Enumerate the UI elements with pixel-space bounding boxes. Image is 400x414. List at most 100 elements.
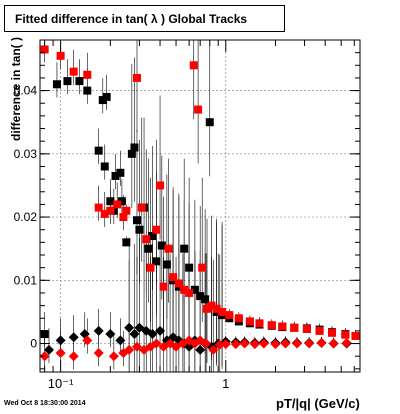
data-point xyxy=(351,331,360,340)
data-point xyxy=(169,273,178,282)
data-point xyxy=(245,317,254,326)
data-point xyxy=(159,282,168,291)
data-point xyxy=(106,206,115,215)
data-point xyxy=(185,288,194,297)
data-point xyxy=(148,232,157,241)
y-axis-label: difference in tan( ) xyxy=(9,37,23,142)
data-point xyxy=(124,344,135,355)
y-tick-label: 0.02 xyxy=(14,210,38,224)
data-point xyxy=(280,338,291,349)
y-tick-label: 0 xyxy=(30,337,37,351)
data-point xyxy=(68,351,79,362)
data-point xyxy=(341,330,350,339)
data-point xyxy=(328,338,339,349)
data-point xyxy=(129,329,140,340)
data-point xyxy=(212,304,221,313)
data-point xyxy=(132,73,141,82)
data-point xyxy=(185,263,194,272)
data-point xyxy=(207,301,216,310)
data-point xyxy=(115,335,126,346)
data-point xyxy=(304,338,315,349)
data-point xyxy=(255,319,264,328)
data-point xyxy=(214,339,225,350)
data-point xyxy=(75,77,84,86)
data-point xyxy=(83,70,92,79)
data-point xyxy=(328,328,337,337)
data-points xyxy=(39,45,360,362)
data-point xyxy=(130,143,139,152)
data-point xyxy=(132,216,141,225)
data-point xyxy=(100,209,109,218)
data-point xyxy=(230,339,241,350)
data-point xyxy=(291,338,302,349)
data-point xyxy=(198,263,207,272)
data-point xyxy=(155,325,166,336)
data-point xyxy=(205,118,214,127)
data-point xyxy=(40,45,49,54)
data-point xyxy=(117,197,126,206)
data-point xyxy=(203,304,212,313)
timestamp: Wed Oct 8 18:30:00 2014 xyxy=(4,400,86,407)
x-axis-label: pT/|q| (GeV/c) xyxy=(276,396,360,411)
y-tick-label: 0.03 xyxy=(14,147,38,161)
data-point xyxy=(93,348,104,359)
x-tick-label: 10⁻¹ xyxy=(48,376,74,391)
data-point xyxy=(56,51,65,60)
data-point xyxy=(194,105,203,114)
data-point xyxy=(124,322,135,333)
data-point xyxy=(146,263,155,272)
data-point xyxy=(315,326,324,335)
data-point xyxy=(156,181,165,190)
data-point xyxy=(195,344,206,355)
data-point xyxy=(157,241,166,250)
data-point xyxy=(164,244,173,253)
data-point xyxy=(180,244,189,253)
data-point xyxy=(189,61,198,70)
y-tick-label: 0.01 xyxy=(14,273,38,287)
data-point xyxy=(258,338,269,349)
y-tick-label: 0.04 xyxy=(14,84,38,98)
data-point xyxy=(196,292,205,301)
data-point xyxy=(249,339,260,350)
data-point xyxy=(94,146,103,155)
title-box: Fitted difference in tan( λ ) Global Tra… xyxy=(4,5,285,32)
data-point xyxy=(68,332,79,343)
data-point xyxy=(119,213,128,222)
data-point xyxy=(267,321,276,330)
data-point xyxy=(82,335,93,346)
data-point xyxy=(69,67,78,76)
data-point xyxy=(142,235,151,244)
data-point xyxy=(40,330,49,339)
data-point xyxy=(111,171,120,180)
axis-ticks: 10⁻¹ 1 0 0.01 0.02 0.03 0.04 xyxy=(14,40,360,391)
data-point xyxy=(106,197,115,206)
data-point xyxy=(239,338,250,349)
data-point xyxy=(122,206,131,215)
data-point xyxy=(201,338,212,349)
data-point xyxy=(113,200,122,209)
data-point xyxy=(225,311,234,320)
data-point xyxy=(152,257,161,266)
data-point xyxy=(218,307,227,316)
data-point xyxy=(52,80,61,89)
data-point xyxy=(162,260,171,269)
chart-title: Fitted difference in tan( λ ) Global Tra… xyxy=(15,12,248,26)
data-point xyxy=(201,295,210,304)
data-point xyxy=(270,339,281,350)
data-point xyxy=(93,325,104,336)
data-point xyxy=(43,344,54,355)
data-point xyxy=(316,337,327,348)
data-point xyxy=(152,225,161,234)
data-point xyxy=(55,335,66,346)
data-point xyxy=(102,92,111,101)
data-point xyxy=(147,329,158,340)
data-point xyxy=(131,341,142,352)
data-point xyxy=(151,338,162,349)
data-point xyxy=(278,322,287,331)
data-point xyxy=(190,285,199,294)
data-point xyxy=(122,238,131,247)
x-tick-label: 1 xyxy=(222,376,229,391)
data-point xyxy=(108,351,119,362)
data-point xyxy=(55,348,66,359)
